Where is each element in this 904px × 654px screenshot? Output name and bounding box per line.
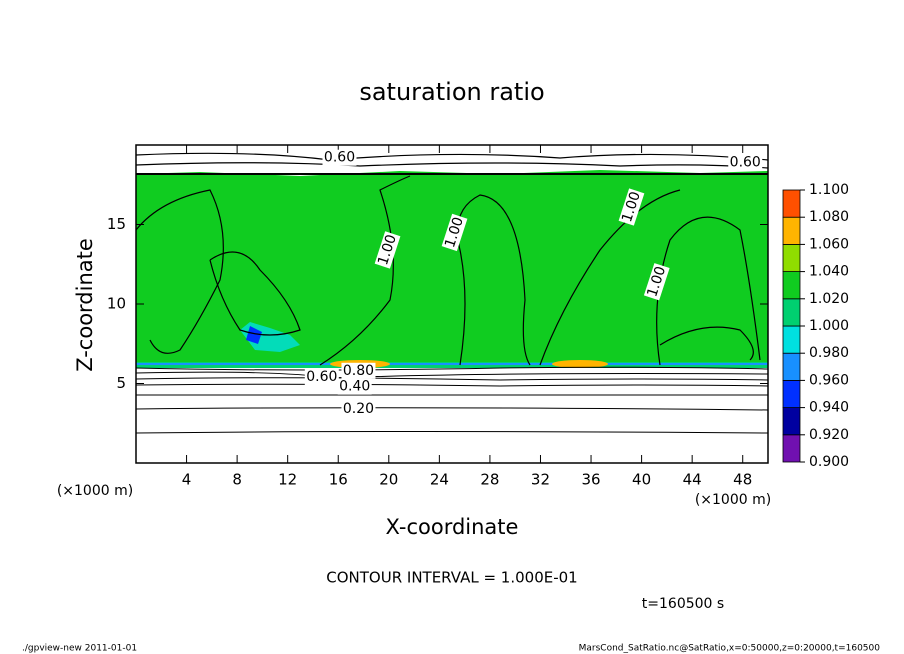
y-tick-label: 5 xyxy=(116,374,126,392)
colorbar-band xyxy=(782,243,801,272)
x-axis-label: X-coordinate xyxy=(386,515,519,539)
contour-label: 0.80 xyxy=(341,362,376,379)
colorbar-label: 0.980 xyxy=(809,345,849,361)
x-tick-label: 48 xyxy=(733,471,752,489)
contour-label-bg xyxy=(304,369,339,386)
colorbar-band xyxy=(782,189,801,218)
colorbar-band xyxy=(782,271,801,300)
colorbar-label: 1.060 xyxy=(809,236,849,252)
colorbar-label: 1.080 xyxy=(809,209,849,225)
colorbar-label: 0.900 xyxy=(809,454,849,470)
contour-label-text: 0.60 xyxy=(730,154,761,170)
colorbar-band xyxy=(782,298,801,327)
colorbar-label: 1.100 xyxy=(809,182,849,198)
y-tick-label: 10 xyxy=(107,295,126,313)
colorbar-label: 0.940 xyxy=(809,400,849,416)
contour-label-text: 0.80 xyxy=(343,363,374,379)
colorbar-label: 0.920 xyxy=(809,427,849,443)
contour-label: 0.60 xyxy=(728,154,763,171)
colorbar-band xyxy=(782,379,801,408)
y-tick-label: 15 xyxy=(107,215,126,233)
contour-label-bg xyxy=(337,378,372,395)
x-tick-label: 44 xyxy=(683,471,702,489)
colorbar-band xyxy=(782,325,801,354)
contour-label: 0.60 xyxy=(322,149,357,166)
contour-label-bg xyxy=(322,149,357,166)
hot-spot xyxy=(552,360,608,368)
contour-label-text: 0.60 xyxy=(324,150,355,166)
x-tick-label: 28 xyxy=(480,471,499,489)
contours xyxy=(135,152,769,366)
contour-label-bg xyxy=(341,362,376,379)
x-tick-label: 16 xyxy=(329,471,348,489)
x-tick-label: 12 xyxy=(278,471,297,489)
contour-label-bg xyxy=(728,154,763,171)
contour-label: 0.60 xyxy=(304,369,339,386)
contour-label: 0.20 xyxy=(341,400,376,417)
x-tick-label: 8 xyxy=(232,471,242,489)
contour-label-bg xyxy=(374,231,401,269)
colorbar-label: 0.960 xyxy=(809,372,849,388)
colorbar-band xyxy=(782,216,801,245)
colorbar-label: 1.000 xyxy=(809,318,849,334)
field-fill xyxy=(136,170,768,366)
footer-right: MarsCond_SatRatio.nc@SatRatio,x=0:50000,… xyxy=(579,644,881,654)
contour-label-bg xyxy=(341,400,376,417)
field xyxy=(135,152,769,434)
x-tick-label: 4 xyxy=(182,471,192,489)
y-unit: (×1000 m) xyxy=(57,483,133,499)
contour-label-bg xyxy=(643,263,670,301)
contour-label-text: 0.40 xyxy=(339,379,370,395)
colorbar-band xyxy=(782,434,801,463)
contour-label: 0.40 xyxy=(337,378,372,395)
contour-interval: CONTOUR INTERVAL = 1.000E-01 xyxy=(326,569,577,587)
colorbar-label: 1.020 xyxy=(809,291,849,307)
x-tick-label: 20 xyxy=(379,471,398,489)
contour-label-bg xyxy=(618,188,645,226)
chart-title: saturation ratio xyxy=(359,78,544,106)
x-tick-label: 36 xyxy=(581,471,600,489)
contour-label-text: 0.20 xyxy=(343,401,374,417)
x-tick-label: 40 xyxy=(632,471,651,489)
x-tick-label: 32 xyxy=(531,471,550,489)
contour-label-text: 0.60 xyxy=(306,369,337,385)
x-unit: (×1000 m) xyxy=(695,492,771,508)
y-axis-label: Z-coordinate xyxy=(73,238,97,372)
low-contours xyxy=(135,366,769,434)
time-label: t=160500 s xyxy=(642,596,724,612)
contour-label-bg xyxy=(441,213,468,252)
colorbar-band xyxy=(782,407,801,436)
x-tick-label: 24 xyxy=(430,471,449,489)
cool-patch xyxy=(246,326,262,344)
colorbar-band xyxy=(782,352,801,381)
colorbar-label: 1.040 xyxy=(809,264,849,280)
footer-left: ./gpview-new 2011-01-01 xyxy=(22,644,137,654)
